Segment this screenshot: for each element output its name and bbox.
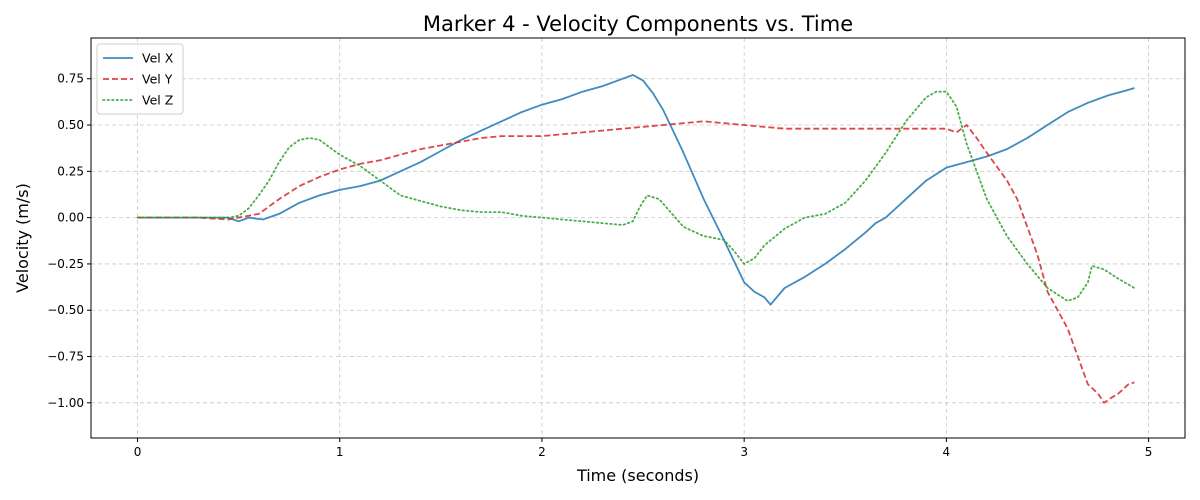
- legend-label: Vel X: [142, 51, 174, 66]
- x-tick-label: 1: [336, 445, 344, 459]
- series-lines: [136, 74, 1136, 404]
- y-tick-label: 0.00: [57, 211, 84, 225]
- legend-box: [96, 43, 184, 115]
- series-line-vel-z: [136, 90, 1136, 302]
- y-axis-ticks: −1.00 −0.75 −0.50 −0.25 0.00 0.25 0.50 0.75: [47, 72, 91, 410]
- x-tick-label: 4: [943, 445, 951, 459]
- x-tick-label: 3: [740, 445, 748, 459]
- x-axis-label: Time (seconds): [576, 466, 699, 485]
- legend-label: Vel Z: [142, 93, 173, 108]
- legend: Vel X Vel Y Vel Z: [96, 43, 184, 115]
- y-tick-label: −0.50: [47, 303, 84, 317]
- x-tick-label: 2: [538, 445, 546, 459]
- plot-frame: [90, 37, 1186, 439]
- grid: [91, 38, 1185, 438]
- y-tick-label: −1.00: [47, 396, 84, 410]
- y-tick-label: 0.25: [57, 164, 84, 178]
- y-tick-label: −0.25: [47, 257, 84, 271]
- x-tick-label: 0: [134, 445, 142, 459]
- x-tick-label: 5: [1145, 445, 1153, 459]
- y-tick-label: 0.50: [57, 118, 84, 132]
- y-tick-label: −0.75: [47, 350, 84, 364]
- x-axis-ticks: 0 1 2 3 4 5: [134, 438, 1153, 459]
- chart-title: Marker 4 - Velocity Components vs. Time: [423, 12, 853, 36]
- y-axis-label: Velocity (m/s): [13, 183, 32, 293]
- legend-label: Vel Y: [142, 72, 173, 87]
- y-tick-label: 0.75: [57, 72, 84, 86]
- series-line-vel-x: [137, 74, 1135, 306]
- series-line-vel-y: [137, 120, 1135, 404]
